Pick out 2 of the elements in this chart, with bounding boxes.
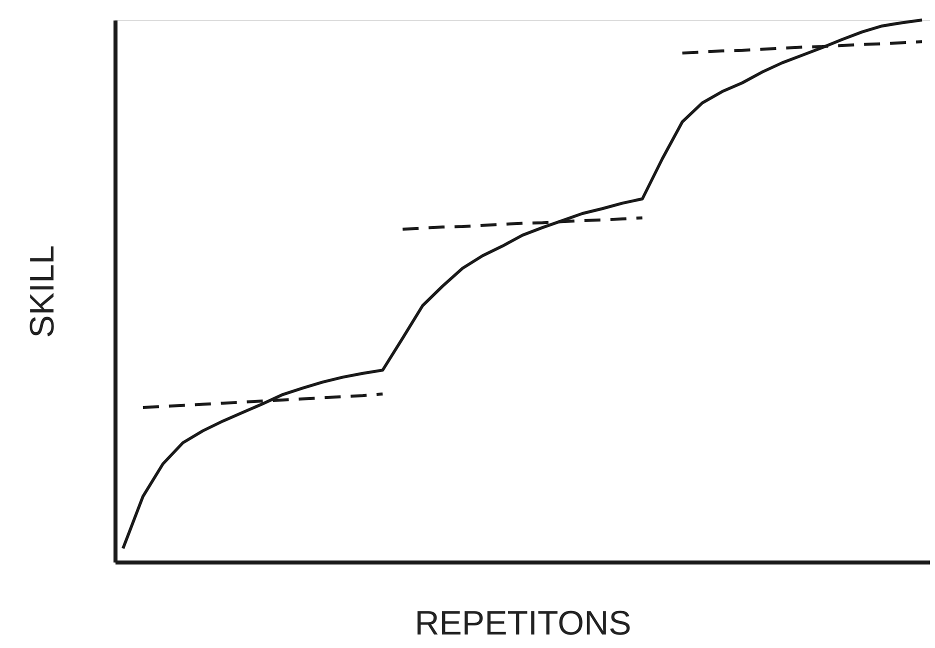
y-axis-title: SKILL	[24, 245, 62, 338]
x-axis-title: REPETITONS	[414, 604, 632, 642]
